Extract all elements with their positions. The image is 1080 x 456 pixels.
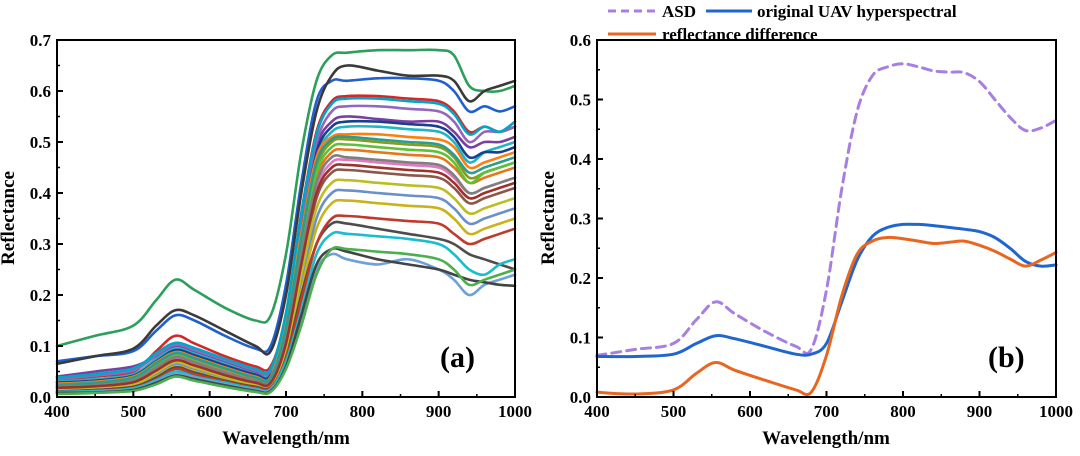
panel-a-x-tick-label: 800: [350, 402, 376, 421]
panel-a-series-line-24: [55, 96, 517, 379]
panel-a-series-line-22: [55, 154, 517, 389]
panel-a-y-tick-label: 0.0: [30, 388, 51, 407]
panel-a-x-tick-label: 400: [44, 402, 70, 421]
panel-a-x-tick-label: 900: [426, 402, 452, 421]
panel-a-label: (a): [440, 341, 475, 374]
panel-a-series-line-10: [55, 188, 517, 391]
panel-b-y-tick-label: 0.1: [570, 329, 591, 348]
panel-a-series-group: [55, 48, 517, 396]
panel-a-x-tick-label: 700: [273, 402, 299, 421]
panel-b-y-axis: 0.0 0.1 0.2 0.3 0.4 0.5 0.6: [570, 31, 603, 407]
panel-a: 400 500 600 700 800 900 1000 0.00.10.20.30.40.…: [0, 31, 532, 449]
legend-label-difference: reflectance difference: [662, 25, 818, 44]
panel-a-series-line-14: [55, 230, 517, 394]
panel-b-label: (b): [988, 341, 1025, 374]
panel-a-x-tick-label: 600: [197, 402, 223, 421]
panel-b-series-line-1: [595, 222, 1058, 359]
panel-a-y-axis: 0.0 0.1 0.2 0.3 0.4 0.5 0.6 0.7: [30, 31, 63, 407]
panel-b-x-tick-label: 800: [890, 402, 916, 421]
panel-b: 400 500 600 700 800 900 1000 0.00.10.20.30.40.…: [538, 2, 1073, 449]
panel-b-y-tick-label: 0.2: [570, 269, 591, 288]
panel-b-y-tick-label: 0.5: [570, 91, 591, 110]
panel-b-y-tick-label: 0.0: [570, 388, 591, 407]
panel-a-series-line-1: [55, 76, 517, 363]
panel-a-y-tick-label: 0.5: [30, 133, 51, 152]
panel-a-x-axis-title: Wavelength/nm: [222, 428, 350, 449]
panel-a-series-line-0: [55, 48, 517, 348]
legend-label-uav: original UAV hyperspectral: [757, 2, 957, 21]
panel-a-y-tick-label: 0.1: [30, 337, 51, 356]
panel-a-y-axis-title: Reflectance: [0, 171, 19, 265]
panel-b-series-group: [595, 62, 1058, 397]
panel-b-x-tick-label: 400: [584, 402, 610, 421]
panel-a-x-tick-label: 1000: [498, 402, 532, 421]
panel-a-series-line-26: [55, 135, 517, 387]
panel-b-x-tick-label: 1000: [1039, 402, 1073, 421]
panel-b-y-axis-title: Reflectance: [538, 171, 559, 265]
panel-a-y-tick-label: 0.7: [30, 31, 52, 50]
panel-b-x-tick-label: 500: [661, 402, 687, 421]
panel-b-y-tick-label: 0.3: [570, 210, 591, 229]
panel-b-series-line-0: [595, 62, 1058, 357]
panel-a-series-line-17: [55, 245, 517, 396]
panel-b-y-tick-label: 0.6: [570, 31, 591, 50]
panel-b-y-tick-label: 0.4: [570, 150, 592, 169]
panel-b-x-axis-title: Wavelength/nm: [762, 428, 890, 449]
panel-a-y-tick-label: 0.2: [30, 286, 51, 305]
panel-b-x-axis: 400 500 600 700 800 900 1000: [584, 391, 1073, 421]
panel-b-legend: ASD original UAV hyperspectral reflectan…: [608, 2, 957, 44]
panel-a-series-line-25: [55, 163, 517, 390]
panel-a-y-tick-label: 0.4: [30, 184, 52, 203]
panel-a-x-axis: 400 500 600 700 800 900 1000: [44, 391, 532, 421]
panel-a-y-tick-label: 0.3: [30, 235, 51, 254]
panel-a-y-tick-label: 0.6: [30, 82, 51, 101]
panel-b-x-tick-label: 600: [737, 402, 763, 421]
legend-label-asd: ASD: [662, 2, 696, 21]
panel-a-series-line-23: [55, 178, 517, 391]
panel-b-series-line-2: [595, 235, 1058, 397]
panel-a-series-line-2: [55, 64, 517, 366]
panel-b-x-tick-label: 900: [967, 402, 993, 421]
panel-a-series-line-13: [55, 214, 517, 394]
panel-b-x-tick-label: 700: [814, 402, 840, 421]
panel-a-x-tick-label: 500: [121, 402, 147, 421]
